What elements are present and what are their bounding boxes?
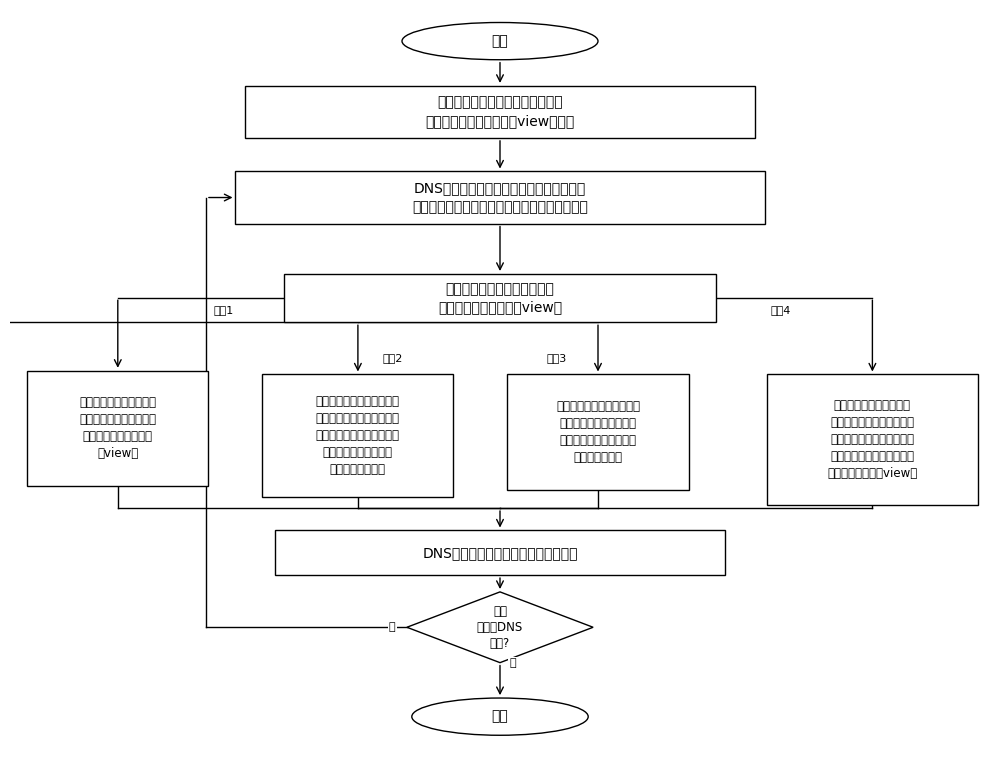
FancyBboxPatch shape <box>275 530 725 575</box>
Text: 方法1: 方法1 <box>214 305 234 315</box>
Text: 按权重划分：为链路设置
权重值，将用户查询请求
按照权重值划分到不同
的view中: 按权重划分：为链路设置 权重值，将用户查询请求 按照权重值划分到不同 的view… <box>79 397 156 461</box>
FancyBboxPatch shape <box>262 375 453 497</box>
Text: DNS服务器将应答消息返回给用户终端: DNS服务器将应答消息返回给用户终端 <box>422 546 578 560</box>
FancyBboxPatch shape <box>284 274 716 322</box>
Text: 开始: 开始 <box>492 34 508 48</box>
Ellipse shape <box>412 698 588 735</box>
FancyBboxPatch shape <box>245 86 755 138</box>
FancyBboxPatch shape <box>235 172 765 223</box>
FancyBboxPatch shape <box>767 375 978 505</box>
Text: 结束: 结束 <box>492 710 508 724</box>
Text: 按照剩余可用带宽绝对值
划分：以各链路的剩余带宽
绝对值为依据进行划分，优
先将用户请求分配到剩余带
宽多的链路所属的view中: 按照剩余可用带宽绝对值 划分：以各链路的剩余带宽 绝对值为依据进行划分，优 先将… <box>827 399 918 480</box>
Text: 是否
有新的DNS
请求?: 是否 有新的DNS 请求? <box>477 605 523 650</box>
FancyBboxPatch shape <box>507 375 689 490</box>
Text: 否: 否 <box>509 658 516 668</box>
Ellipse shape <box>402 23 598 60</box>
Text: 方法2: 方法2 <box>382 353 402 363</box>
FancyBboxPatch shape <box>27 371 208 486</box>
Text: 按照网络管理人员选择的方法
将用户查询请求划分到view中: 按照网络管理人员选择的方法 将用户查询请求划分到view中 <box>438 282 562 315</box>
Text: 网管人员从可用的四种划分方法中
选择一种实时、动态划分view的方法: 网管人员从可用的四种划分方法中 选择一种实时、动态划分view的方法 <box>425 96 575 128</box>
Text: 是: 是 <box>389 622 396 632</box>
Text: 按优先级划分：为链路设置
优先级和带宽占用率阈值，
按照优先级顺序划分用户，
若达到了占用率阈值就
划分到下一优先级: 按优先级划分：为链路设置 优先级和带宽占用率阈值， 按照优先级顺序划分用户， 若… <box>316 395 400 477</box>
Text: 方法3: 方法3 <box>547 353 567 363</box>
Text: 方法4: 方法4 <box>770 305 790 315</box>
Polygon shape <box>407 592 593 663</box>
Text: 按剩余可用带宽比例划分：
将用户查询请求按照各链
路剩余可用带宽占比之间
的比例进行划分: 按剩余可用带宽比例划分： 将用户查询请求按照各链 路剩余可用带宽占比之间 的比例… <box>556 400 640 464</box>
Text: DNS服务器检查链路是否可用，排除不可用
链路；获取可用链路的负载、总带宽、可用带宽: DNS服务器检查链路是否可用，排除不可用 链路；获取可用链路的负载、总带宽、可用… <box>412 182 588 214</box>
